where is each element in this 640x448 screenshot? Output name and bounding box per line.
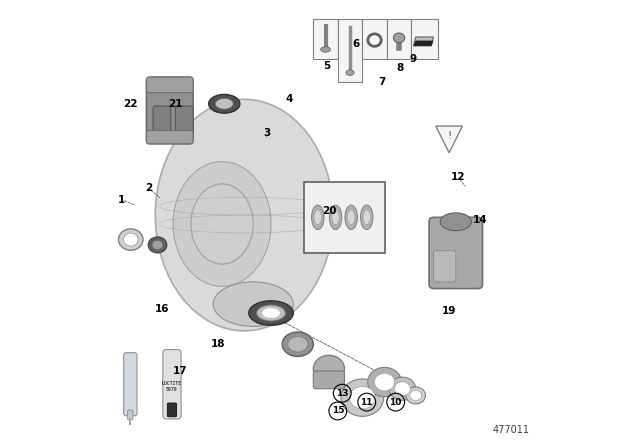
Ellipse shape [191,184,253,264]
Bar [387,19,412,59]
FancyBboxPatch shape [124,353,137,416]
Text: 2: 2 [145,183,152,194]
Text: 19: 19 [442,306,456,316]
Ellipse shape [348,210,355,224]
Ellipse shape [346,70,354,75]
Ellipse shape [124,233,138,246]
Text: 9: 9 [410,54,417,64]
Ellipse shape [312,205,324,229]
Text: 5: 5 [323,61,330,71]
Ellipse shape [367,367,401,397]
Ellipse shape [349,387,375,409]
FancyBboxPatch shape [175,106,193,142]
Text: 7: 7 [379,77,386,86]
Text: 14: 14 [473,215,488,224]
Text: 8: 8 [397,63,404,73]
Ellipse shape [410,390,422,401]
Ellipse shape [341,379,383,416]
FancyBboxPatch shape [127,410,133,420]
Ellipse shape [288,336,308,352]
Ellipse shape [345,205,357,229]
Bar [338,19,362,82]
FancyBboxPatch shape [147,130,193,144]
Text: 477011: 477011 [492,426,529,435]
Ellipse shape [156,99,333,331]
Text: 15: 15 [332,406,344,415]
FancyBboxPatch shape [314,371,344,389]
FancyBboxPatch shape [167,403,177,417]
Bar [314,19,338,59]
Ellipse shape [209,95,240,113]
Ellipse shape [173,162,271,286]
Ellipse shape [257,305,285,321]
Ellipse shape [363,210,371,224]
FancyBboxPatch shape [153,106,171,142]
Ellipse shape [213,282,293,327]
Text: 18: 18 [211,339,225,349]
Text: 21: 21 [168,99,182,109]
Text: !: ! [447,131,451,141]
Text: 3: 3 [263,128,270,138]
Ellipse shape [394,33,404,43]
Polygon shape [413,37,433,46]
Text: 17: 17 [172,366,187,376]
Ellipse shape [406,387,426,404]
Text: 22: 22 [124,99,138,109]
Text: 10: 10 [390,397,402,407]
Text: 6: 6 [352,39,359,49]
FancyBboxPatch shape [305,182,385,253]
Ellipse shape [330,205,342,229]
Ellipse shape [314,210,321,224]
Text: 16: 16 [155,304,169,314]
Bar [412,19,438,59]
Ellipse shape [216,99,233,109]
Text: 1: 1 [118,194,125,205]
Text: 20: 20 [322,206,336,215]
FancyBboxPatch shape [147,77,193,93]
FancyBboxPatch shape [429,217,483,289]
Ellipse shape [262,308,280,318]
Text: LOCTITE
5970: LOCTITE 5970 [162,381,182,392]
Polygon shape [436,126,463,153]
Ellipse shape [360,205,373,229]
Ellipse shape [389,377,416,401]
Ellipse shape [118,229,143,250]
Ellipse shape [249,301,293,325]
Text: 11: 11 [360,397,373,407]
Ellipse shape [152,241,163,250]
Ellipse shape [394,382,410,396]
Ellipse shape [374,373,395,391]
Text: 13: 13 [336,389,349,398]
Ellipse shape [282,332,314,357]
Ellipse shape [440,213,472,231]
Ellipse shape [148,237,167,253]
Text: 12: 12 [451,172,465,182]
Ellipse shape [332,210,339,224]
Text: 4: 4 [285,95,292,104]
FancyBboxPatch shape [147,77,193,144]
Bar [362,19,387,59]
Polygon shape [413,41,433,46]
Ellipse shape [321,47,330,52]
FancyBboxPatch shape [163,349,181,419]
FancyBboxPatch shape [433,251,456,282]
Ellipse shape [314,355,344,382]
